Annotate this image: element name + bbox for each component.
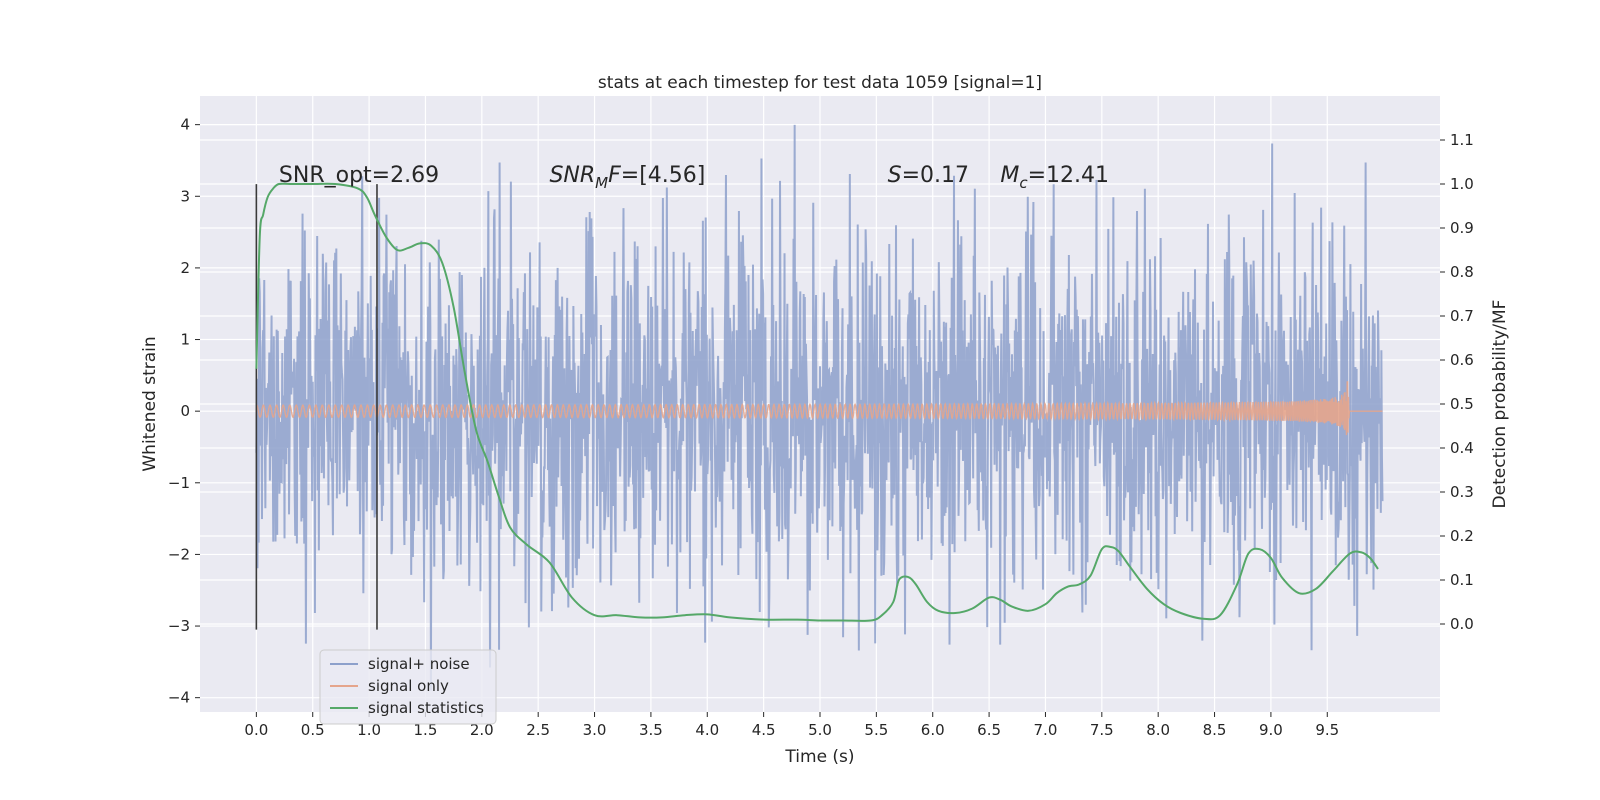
- annotation-part: F: [608, 163, 621, 188]
- legend: signal+ noise signal only signal statistic…: [319, 649, 497, 725]
- x-tick-label: 1.0: [357, 721, 381, 739]
- y-right-tick-label: 0.3: [1450, 483, 1474, 501]
- y-right-tick-label: 0.2: [1450, 527, 1474, 545]
- annotations: SNR_opt=2.69 SNRMF=[4.56] S=0.17 Mc=12.41: [279, 163, 1109, 192]
- y-axis-label: Whitened strain: [140, 336, 160, 471]
- y-tick-label: 0: [180, 402, 190, 420]
- annotation-part: SNR_opt=2.69: [279, 163, 439, 188]
- x-tick-label: 1.5: [414, 721, 438, 739]
- x-tick-label: 9.5: [1315, 721, 1339, 739]
- annotation-part: M: [1000, 163, 1019, 188]
- legend-label: signal only: [368, 677, 449, 695]
- y-right-tick-label: 0.6: [1450, 351, 1474, 369]
- y-tick-label: 4: [180, 116, 190, 134]
- y-right-tick-label: 0.0: [1450, 615, 1474, 633]
- x-axis: 0.0 0.5 1.0 1.5 2.0 2.5 3.0 3.5 4.0 4.5 5.0 5.5 6.0 6…: [244, 712, 1339, 739]
- annotation-part: =0.17: [902, 163, 969, 188]
- annotation: Mc=12.41: [1000, 163, 1109, 192]
- legend-box: [319, 649, 497, 725]
- y-right-tick-label: 0.5: [1450, 395, 1474, 413]
- annotation-part: =12.41: [1028, 163, 1109, 188]
- annotation-part: S: [888, 163, 902, 188]
- series-signal-noise: [255, 124, 1384, 691]
- x-tick-label: 6.5: [977, 721, 1001, 739]
- y-axis-right-label: Detection probability/MF: [1490, 300, 1510, 509]
- annotation-part: c: [1019, 174, 1028, 192]
- legend-label: signal statistics: [368, 699, 484, 717]
- x-axis-label: Time (s): [784, 747, 854, 767]
- x-tick-label: 3.0: [583, 721, 607, 739]
- annotation-part: SNR: [549, 163, 595, 188]
- annotation: S=0.17: [888, 163, 969, 188]
- x-tick-label: 2.5: [526, 721, 550, 739]
- y-tick-label: −3: [168, 617, 190, 635]
- x-tick-label: 3.5: [639, 721, 663, 739]
- y-right-tick-label: 0.8: [1450, 263, 1474, 281]
- y-axis-left: 4 3 2 1 0 −1 −2 −3 −4: [168, 116, 200, 707]
- y-tick-label: −1: [168, 474, 190, 492]
- x-tick-label: 2.0: [470, 721, 494, 739]
- x-tick-label: 0.0: [244, 721, 268, 739]
- y-right-tick-label: 0.9: [1450, 219, 1474, 237]
- y-tick-label: −4: [168, 689, 190, 707]
- y-right-tick-label: 0.7: [1450, 307, 1474, 325]
- x-tick-label: 5.5: [864, 721, 888, 739]
- series-signal-only: [255, 381, 1383, 436]
- y-tick-label: −2: [168, 545, 190, 563]
- x-tick-label: 7.5: [1090, 721, 1114, 739]
- chart-title: stats at each timestep for test data 105…: [598, 73, 1042, 93]
- x-tick-label: 4.5: [752, 721, 776, 739]
- x-tick-label: 6.0: [921, 721, 945, 739]
- legend-label: signal+ noise: [368, 655, 470, 673]
- plot-area: [255, 124, 1384, 691]
- x-tick-label: 4.0: [695, 721, 719, 739]
- series-signal-statistics: [255, 182, 1379, 622]
- annotation: SNRMF=[4.56]: [549, 163, 705, 192]
- y-right-tick-label: 1.1: [1450, 131, 1474, 149]
- x-tick-label: 9.0: [1259, 721, 1283, 739]
- y-right-tick-label: 0.4: [1450, 439, 1474, 457]
- annotation: SNR_opt=2.69: [279, 163, 439, 188]
- y-tick-label: 3: [180, 187, 190, 205]
- y-right-tick-label: 1.0: [1450, 175, 1474, 193]
- annotation-part: =[4.56]: [621, 163, 706, 188]
- x-tick-label: 0.5: [301, 721, 325, 739]
- x-tick-label: 7.0: [1034, 721, 1058, 739]
- x-tick-label: 8.0: [1146, 721, 1170, 739]
- annotation-part: M: [595, 174, 608, 192]
- y-axis-right: 1.1 1.0 0.9 0.8 0.7 0.6 0.5 0.4 0.3 0.2 0.1 0.0: [1440, 131, 1474, 633]
- x-tick-label: 5.0: [808, 721, 832, 739]
- y-tick-label: 2: [180, 259, 190, 277]
- x-tick-label: 8.5: [1203, 721, 1227, 739]
- y-right-tick-label: 0.1: [1450, 571, 1474, 589]
- y-tick-label: 1: [180, 331, 190, 349]
